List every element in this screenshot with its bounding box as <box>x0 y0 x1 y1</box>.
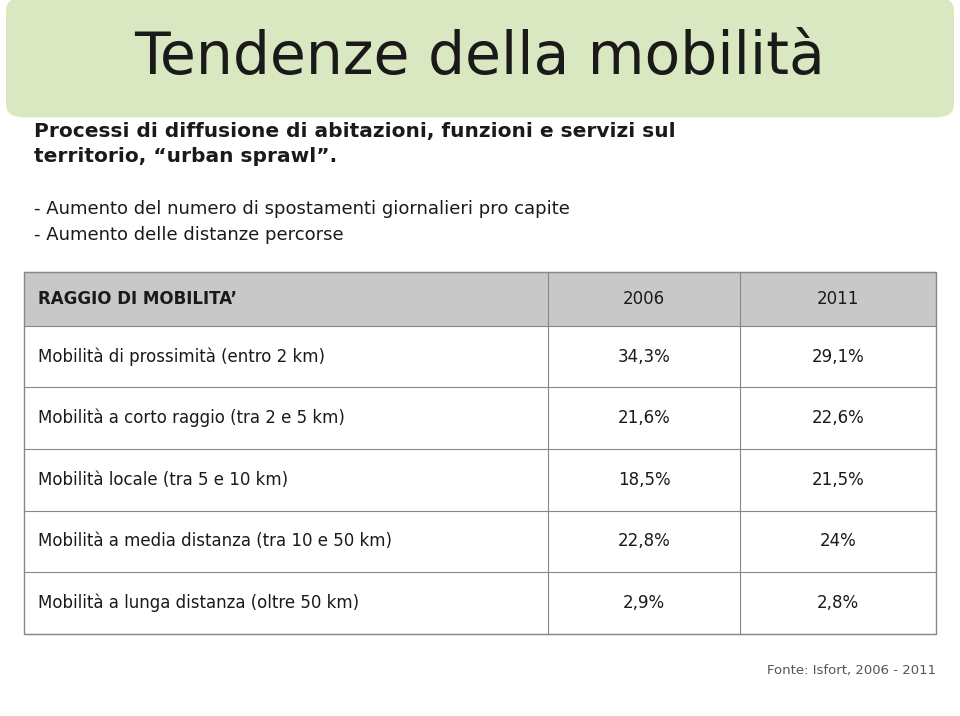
Text: 2006: 2006 <box>623 290 665 308</box>
Text: Fonte: Isfort, 2006 - 2011: Fonte: Isfort, 2006 - 2011 <box>767 664 936 677</box>
Text: 2,8%: 2,8% <box>817 594 859 612</box>
Text: Mobilità a lunga distanza (oltre 50 km): Mobilità a lunga distanza (oltre 50 km) <box>38 594 360 612</box>
Text: Mobilità a corto raggio (tra 2 e 5 km): Mobilità a corto raggio (tra 2 e 5 km) <box>38 409 346 427</box>
Bar <box>24 272 936 634</box>
Text: 22,6%: 22,6% <box>811 409 864 427</box>
Text: Mobilità locale (tra 5 e 10 km): Mobilità locale (tra 5 e 10 km) <box>38 470 289 489</box>
Text: 29,1%: 29,1% <box>811 347 864 366</box>
Bar <box>24 272 936 326</box>
Text: 22,8%: 22,8% <box>618 532 670 551</box>
Text: 21,5%: 21,5% <box>811 470 864 489</box>
Text: 2,9%: 2,9% <box>623 594 665 612</box>
Text: 2011: 2011 <box>817 290 859 308</box>
Text: Mobilità a media distanza (tra 10 e 50 km): Mobilità a media distanza (tra 10 e 50 k… <box>38 532 393 551</box>
Text: 24%: 24% <box>820 532 856 551</box>
Bar <box>24 326 936 387</box>
Text: 34,3%: 34,3% <box>618 347 670 366</box>
Text: 21,6%: 21,6% <box>618 409 670 427</box>
Bar <box>24 449 936 511</box>
Text: - Aumento del numero di spostamenti giornalieri pro capite: - Aumento del numero di spostamenti gior… <box>34 200 569 218</box>
FancyBboxPatch shape <box>7 0 953 117</box>
Bar <box>24 387 936 449</box>
Text: Processi di diffusione di abitazioni, funzioni e servizi sul
territorio, “urban : Processi di diffusione di abitazioni, fu… <box>34 122 675 165</box>
Text: Tendenze della mobilità: Tendenze della mobilità <box>134 29 826 86</box>
Text: RAGGIO DI MOBILITA’: RAGGIO DI MOBILITA’ <box>38 290 237 308</box>
Text: 18,5%: 18,5% <box>618 470 670 489</box>
Text: - Aumento delle distanze percorse: - Aumento delle distanze percorse <box>34 226 344 243</box>
Text: Mobilità di prossimità (entro 2 km): Mobilità di prossimità (entro 2 km) <box>38 347 325 366</box>
Bar <box>24 572 936 634</box>
Bar <box>24 511 936 572</box>
